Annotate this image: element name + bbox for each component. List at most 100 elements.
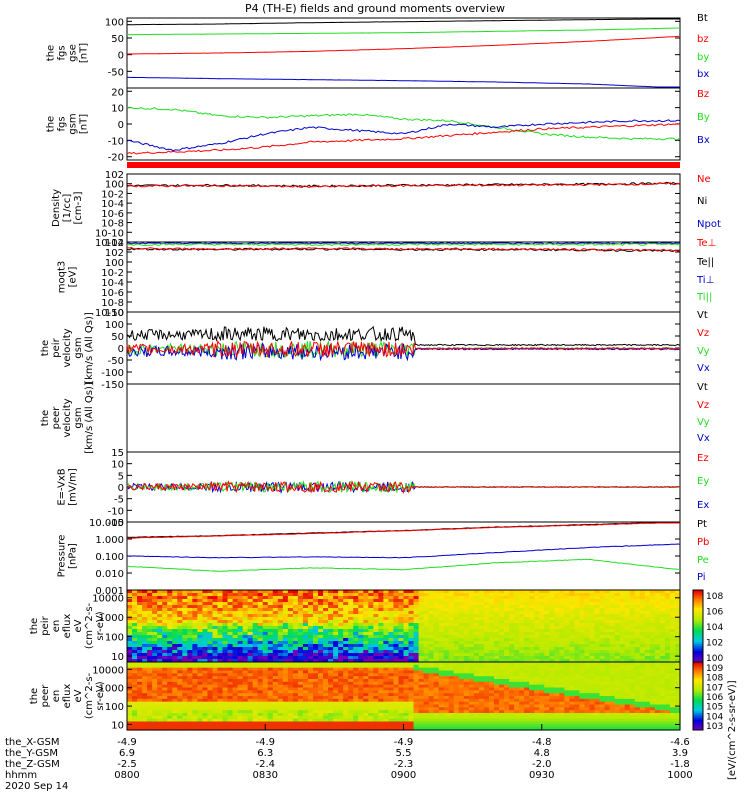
y-axis-label: [1/cc] xyxy=(62,194,73,223)
page-title: P4 (TH-E) fields and ground moments over… xyxy=(245,2,505,15)
series-line-green xyxy=(127,27,680,36)
y-axis-label: gse xyxy=(68,44,79,62)
x-axis-row-label: the_Y-GSM xyxy=(5,748,58,759)
panel-8-series xyxy=(126,522,681,572)
panel-1-series xyxy=(126,18,681,88)
y-tick-label-50: 50 xyxy=(111,34,124,45)
y-axis-label: eflux xyxy=(62,614,73,639)
x-tick-label: -4.6 xyxy=(670,737,690,748)
y-tick-label-1.000: 1.000 xyxy=(95,535,124,546)
colorbar-tick-104: 104 xyxy=(706,623,723,633)
y-axis-label: gsm xyxy=(68,113,79,134)
y-tick-label--20: -20 xyxy=(108,153,124,164)
y-tick-label-20: 20 xyxy=(111,87,124,98)
legend-Pi: Pi xyxy=(697,572,706,583)
legend-Vy: Vy xyxy=(697,417,710,428)
y-tick-label-0: 0 xyxy=(118,483,124,494)
x-tick-label: -2.3 xyxy=(394,759,414,770)
series-line-red xyxy=(126,246,681,252)
series-line-blue xyxy=(126,119,681,152)
y-tick-label-0.100: 0.100 xyxy=(95,552,124,563)
panel-5-series xyxy=(126,325,681,362)
series-line-blue xyxy=(126,242,681,245)
y-tick-label-0: 0 xyxy=(118,120,124,131)
x-axis-row-label: the_Z-GSM xyxy=(5,759,60,770)
y-axis-label: the xyxy=(40,410,51,426)
y-tick-label--10: -10 xyxy=(108,136,124,147)
x-tick-label: 3.9 xyxy=(672,748,688,759)
colorbar-tick-103: 103 xyxy=(706,722,723,732)
x-tick-label: -4.9 xyxy=(117,737,137,748)
y-tick-label--5: -5 xyxy=(114,495,124,506)
legend-Ez: Ez xyxy=(697,453,709,464)
legend-Vx: Vx xyxy=(697,433,710,444)
series-line-black xyxy=(126,325,681,347)
legend-Pe: Pe xyxy=(697,555,709,566)
panel-2-series xyxy=(126,106,681,155)
y-axis-label: [km/s (All Qs)] xyxy=(84,382,95,454)
x-tick-label: 0930 xyxy=(529,770,554,781)
y-tick-label-0.010: 0.010 xyxy=(95,569,124,580)
x-axis-row-label: 2020 Sep 14 xyxy=(5,781,68,792)
y-axis-label: [eV] xyxy=(68,267,79,288)
panel-3-series xyxy=(126,181,681,189)
x-tick-label: -1.8 xyxy=(670,759,690,770)
colorbar-tick-100: 100 xyxy=(706,654,723,664)
y-tick-label-10-8: 10-8 xyxy=(101,219,124,230)
legend-By: By xyxy=(697,112,710,123)
y-axis-label: eV xyxy=(73,619,84,632)
x-tick-label: -4.8 xyxy=(532,737,552,748)
y-axis-label: [mV/m] xyxy=(68,468,79,506)
y-axis-label: en xyxy=(51,620,62,633)
y-tick-label-10-6: 10-6 xyxy=(101,288,124,299)
colorbar-tick-102: 102 xyxy=(706,639,723,649)
y-axis-label: peer xyxy=(51,406,62,430)
series-line-green xyxy=(126,106,681,141)
y-tick-label-10-6: 10-6 xyxy=(101,209,124,220)
series-line-blue xyxy=(126,543,681,559)
colorbar-tick-107: 107 xyxy=(706,683,723,693)
panel-frame-2 xyxy=(126,87,681,161)
series-line-black xyxy=(126,18,680,26)
y-axis-label: E=-VxB xyxy=(57,468,68,505)
y-axis-label: (cm^2-s- xyxy=(84,602,95,649)
y-axis-label: the xyxy=(29,688,40,704)
panel-7-series xyxy=(126,480,681,495)
y-axis-label: gsm xyxy=(73,337,84,358)
colorbar xyxy=(692,661,704,731)
y-axis-label: (cm^2-s- xyxy=(84,672,95,719)
x-tick-label: 0800 xyxy=(114,770,139,781)
panel-4-series xyxy=(126,242,681,253)
y-tick-label-10: 10 xyxy=(111,720,124,731)
y-tick-label--100: -100 xyxy=(101,368,124,379)
y-axis-label: eflux xyxy=(62,684,73,709)
y-tick-label-10: 10 xyxy=(111,652,124,663)
spectrogram-1 xyxy=(127,590,681,663)
legend-bz: bz xyxy=(697,34,709,45)
y-axis-label: peer xyxy=(40,684,51,708)
y-tick-label-10-10: 10-10 xyxy=(95,228,124,239)
y-tick-label-10-2: 10-2 xyxy=(101,268,124,279)
y-tick-label-102: 102 xyxy=(105,170,124,181)
series-line-red xyxy=(126,122,681,155)
y-tick-label-10-8: 10-8 xyxy=(101,298,124,309)
y-axis-label: [nT] xyxy=(79,43,90,63)
y-tick-label-10: 10 xyxy=(111,460,124,471)
y-axis-label: fgs xyxy=(57,116,68,131)
legend-Vx: Vx xyxy=(697,363,710,374)
y-axis-label: velocity xyxy=(62,398,73,437)
y-axis-label: peir xyxy=(51,337,62,357)
y-axis-label: the xyxy=(40,340,51,356)
series-line-red xyxy=(126,339,681,359)
series-line-blue xyxy=(126,76,680,88)
y-tick-label-15: 15 xyxy=(111,448,124,459)
x-tick-label: 6.3 xyxy=(257,748,273,759)
y-axis-label: Density xyxy=(51,189,62,227)
colorbar-tick-104: 104 xyxy=(706,712,723,722)
x-tick-label: 0900 xyxy=(391,770,416,781)
y-tick-label-10-10: 10-10 xyxy=(95,308,124,319)
y-tick-label-0.001: 0.001 xyxy=(95,586,124,597)
legend-Ey: Ey xyxy=(697,476,709,487)
x-tick-label: -2.5 xyxy=(117,759,137,770)
